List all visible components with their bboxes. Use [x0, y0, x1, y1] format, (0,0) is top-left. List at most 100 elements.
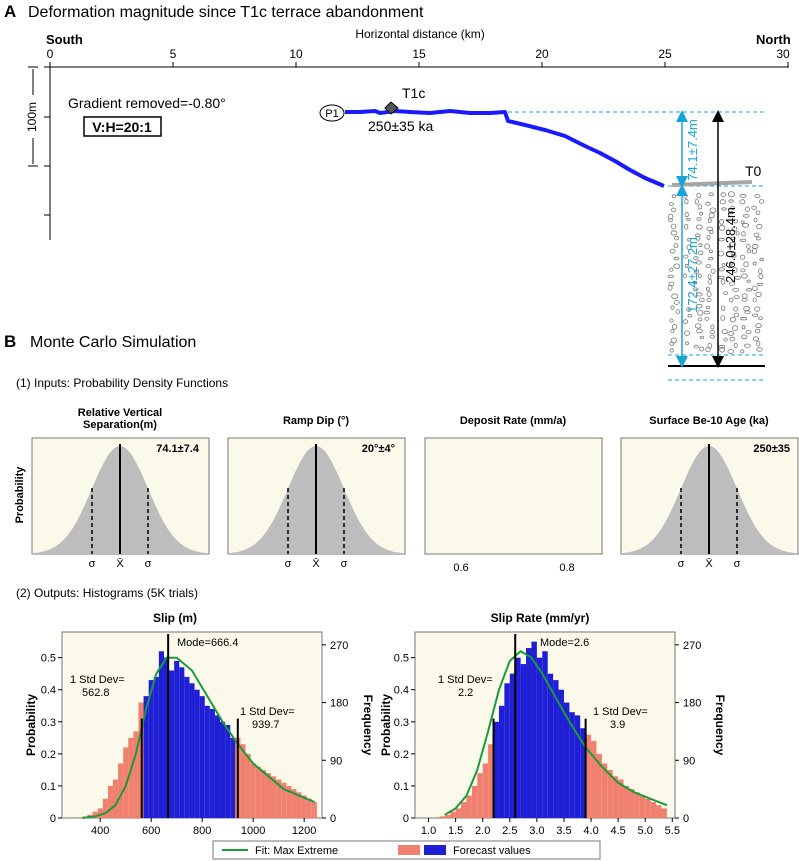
- sd-high-label-line2: 3.9: [610, 719, 625, 731]
- histogram-bar: [509, 673, 516, 818]
- x-tick-label: 3.0: [529, 825, 544, 837]
- distance-axis-title: Horizontal distance (km): [355, 27, 484, 41]
- histogram-bar: [260, 769, 266, 818]
- slip-histogram: Slip (m) 400 600 800 1000 1200 0 0.1 0.2 0.3 0.4 0…: [24, 611, 375, 837]
- x-tick-label: 2.0: [475, 825, 490, 837]
- vertical-axis: 100m: [25, 66, 51, 240]
- histogram-bar: [230, 737, 236, 818]
- y2-tick-label: 0: [330, 813, 336, 825]
- gravel-pebble: [752, 285, 758, 291]
- gravel-pebble: [745, 243, 751, 249]
- x-tick-label: 1200: [292, 825, 316, 837]
- deposit-thickness-label: 172.4±27.2m: [685, 237, 700, 313]
- gravel-pebble: [670, 328, 675, 333]
- gravel-pebble: [742, 222, 750, 228]
- y2-tick-label: 90: [330, 755, 342, 767]
- gravel-pebble: [729, 316, 736, 323]
- gravel-pebble: [752, 336, 759, 342]
- histogram-bar: [311, 801, 317, 818]
- legend-blue-swatch: [424, 845, 446, 855]
- histogram-bar: [504, 683, 510, 818]
- histogram-bar: [515, 657, 521, 818]
- x-tick-label: 5: [170, 47, 177, 61]
- y-tick-label: 0.1: [394, 781, 409, 793]
- sd-high-label-line2: 939.7: [252, 719, 280, 731]
- slip-rate-histogram: Slip Rate (mm/yr) 1.0 1.5 2.0 2.5 3.0 3.5 4.0 4…: [379, 611, 727, 837]
- pdf-value-label: 74.1±7.4: [156, 443, 200, 455]
- gravel-pebble: [755, 291, 762, 298]
- pdf-sigma-right: σ: [734, 558, 741, 570]
- panel-b-title: Monte Carlo Simulation: [30, 334, 196, 351]
- histogram-bar: [536, 657, 543, 818]
- gravel-pebble: [733, 219, 738, 224]
- gravel-pebble: [723, 337, 728, 342]
- x-tick-label: 1.0: [421, 825, 436, 837]
- distance-axis: 0 5 10 15 20 25 30: [47, 47, 790, 68]
- pdf-mean-symbol: X̄: [705, 557, 713, 570]
- gravel-pebble: [696, 217, 702, 221]
- t1c-sample-marker: [384, 101, 399, 115]
- gravel-pebble: [721, 329, 728, 335]
- y-tick-label: 0.5: [41, 653, 56, 665]
- gravel-pebble: [710, 268, 716, 274]
- gravel-pebble: [670, 305, 675, 311]
- histogram-bar: [498, 705, 505, 818]
- gravel-pebble: [756, 347, 763, 352]
- x-tick-label: 400: [91, 825, 109, 837]
- histogram-bar: [92, 811, 98, 818]
- histogram-bar: [199, 696, 205, 818]
- gravel-pebble: [669, 341, 675, 346]
- gravel-pebble: [740, 316, 748, 321]
- gravel-pebble: [719, 199, 726, 205]
- gravel-pebble: [707, 274, 712, 280]
- gravel-pebble: [697, 309, 704, 316]
- gravel-pebble: [732, 325, 739, 332]
- gravel-pebble: [741, 297, 748, 302]
- x-tick-label: 15: [412, 47, 426, 61]
- gravel-pebble: [746, 279, 751, 283]
- gravel-pebble: [754, 306, 761, 312]
- y2-tick-label: 270: [683, 640, 701, 652]
- pdf-mean-symbol: X̄: [116, 557, 124, 570]
- gravel-pebble: [753, 217, 758, 223]
- pdf-value-label: 20°±4°: [362, 443, 395, 455]
- histogram-bar: [520, 664, 527, 818]
- panel-a-letter: A: [4, 2, 16, 21]
- gravel-pebble: [754, 194, 761, 199]
- gravel-pebble: [757, 316, 764, 321]
- fit-curve: [444, 649, 668, 816]
- gravel-pebble: [743, 214, 750, 218]
- gravel-pebble: [746, 249, 752, 254]
- gravel-pebble: [758, 273, 764, 279]
- pdf-panel-be10-age: 250±35 σ X̄ σ: [620, 437, 799, 570]
- histogram-bar: [547, 673, 554, 818]
- histogram-bar: [158, 651, 164, 818]
- histogram-bar: [477, 773, 483, 818]
- gravel-pebble: [727, 349, 734, 354]
- histogram-bar: [650, 801, 657, 818]
- t0-label: T0: [745, 163, 762, 179]
- histogram-bar: [591, 741, 597, 818]
- histogram-bar: [628, 789, 635, 818]
- x-tick-label: 2.5: [502, 825, 517, 837]
- pdf-mean-symbol: X̄: [312, 557, 320, 570]
- y-tick-label: 0.2: [41, 749, 56, 761]
- gravel-pebble: [708, 192, 714, 197]
- gravel-pebble: [705, 347, 711, 353]
- histogram-bar: [493, 721, 499, 818]
- gravel-pebble: [729, 261, 734, 266]
- gravel-pebble: [699, 346, 705, 352]
- y2-tick-label: 180: [330, 698, 348, 710]
- y-tick-label: 0: [50, 813, 56, 825]
- histogram-bar: [128, 737, 134, 818]
- histogram-bar: [526, 648, 532, 818]
- gravel-pebble: [683, 193, 688, 199]
- gravel-pebble: [704, 316, 710, 321]
- gravel-pebble: [706, 291, 712, 298]
- gravel-pebble: [755, 236, 761, 241]
- gravel-pebble: [687, 314, 693, 318]
- histogram-bar: [569, 712, 575, 818]
- gravel-pebble: [755, 210, 761, 216]
- gravel-pebble: [669, 248, 676, 254]
- gravel-pebble: [669, 318, 674, 323]
